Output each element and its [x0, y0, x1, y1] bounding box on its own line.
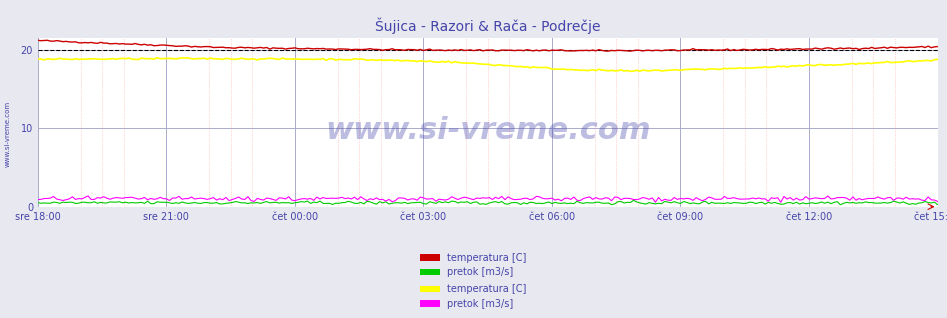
- Title: Šujica - Razori & Rača - Podrečje: Šujica - Razori & Rača - Podrečje: [375, 18, 600, 34]
- Legend: temperatura [C], pretok [m3/s]: temperatura [C], pretok [m3/s]: [417, 280, 530, 313]
- Legend: temperatura [C], pretok [m3/s]: temperatura [C], pretok [m3/s]: [417, 249, 530, 281]
- Text: www.si-vreme.com: www.si-vreme.com: [325, 116, 651, 145]
- Text: www.si-vreme.com: www.si-vreme.com: [5, 100, 10, 167]
